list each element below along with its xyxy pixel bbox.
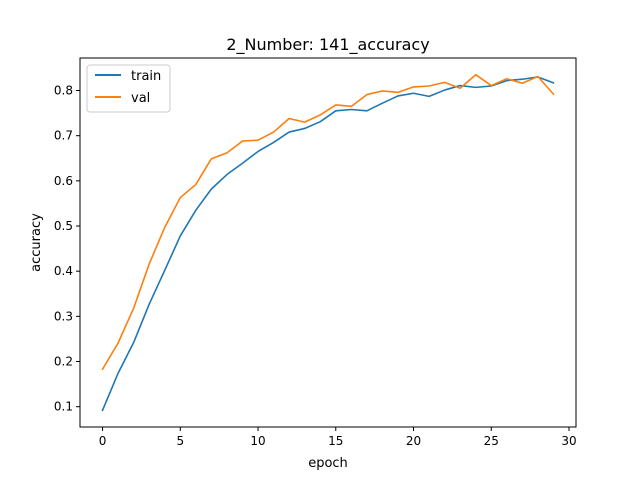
x-tick-label: 15	[328, 434, 343, 448]
series-lines	[101, 73, 555, 412]
legend-label-val: val	[131, 91, 150, 106]
x-tick-label: 25	[484, 434, 499, 448]
x-tick-label: 5	[176, 434, 184, 448]
y-tick-label: 0.1	[54, 400, 73, 414]
y-axis-label: accuracy	[29, 213, 44, 272]
y-axis-ticks: 0.1 0.2 0.3 0.4 0.5 0.6 0.7 0.8	[54, 84, 80, 414]
y-tick-label: 0.8	[54, 84, 73, 98]
legend: train val	[86, 64, 171, 113]
x-tick-label: 30	[561, 434, 576, 448]
y-tick-label: 0.2	[54, 355, 73, 369]
axes-frame	[79, 57, 577, 428]
plot-area	[79, 57, 577, 428]
series-line-train	[101, 76, 555, 412]
legend-box	[86, 64, 171, 113]
x-axis-ticks: 0 5 10 15 20 25 30	[99, 427, 577, 448]
y-tick-label: 0.5	[54, 219, 73, 233]
series-line-val	[101, 73, 555, 371]
y-tick-label: 0.4	[54, 264, 73, 278]
y-tick-label: 0.3	[54, 309, 73, 323]
legend-label-train: train	[131, 69, 161, 84]
x-tick-label: 20	[406, 434, 421, 448]
y-tick-label: 0.6	[54, 174, 73, 188]
chart-title: 2_Number: 141_accuracy	[226, 35, 429, 55]
y-tick-label: 0.7	[54, 129, 73, 143]
x-tick-label: 10	[250, 434, 265, 448]
x-tick-label: 0	[99, 434, 107, 448]
x-axis-label: epoch	[308, 456, 348, 471]
